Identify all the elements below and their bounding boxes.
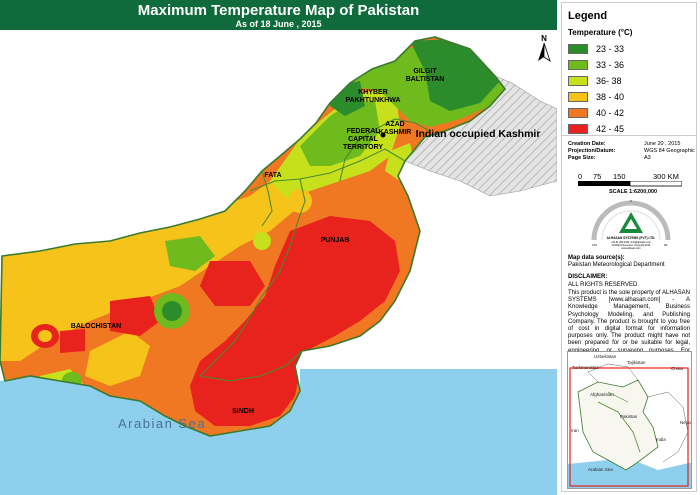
- label-federal: FEDERAL: [346, 128, 380, 135]
- legend-subtitle: Temperature (°C): [568, 28, 633, 37]
- company-logo: ALHASAN SYSTEMS (PVT) LTD. +92 51 282 04…: [591, 199, 671, 250]
- legend-item: 36- 38: [568, 75, 622, 87]
- logo-contact: +92 51 282 0449 | info@alhasan.com: [611, 241, 651, 244]
- legend-swatch: [568, 92, 588, 102]
- scale-bar: [578, 181, 682, 187]
- label-khyber: KHYBER: [358, 89, 388, 96]
- label-baltistan: BALTISTAN: [406, 76, 445, 83]
- dial-tick-0: 0: [630, 199, 632, 203]
- inset-label-turkmenistan: Turkmenistan: [572, 365, 600, 370]
- capital-marker: [380, 132, 386, 138]
- temperature-map: GILGIT BALTISTAN KHYBER PAKHTUNKHWA AZAD…: [0, 31, 557, 495]
- label-pakhtunkhwa: PAKHTUNKHWA: [345, 97, 400, 104]
- dial-tick-270: 270: [592, 243, 597, 247]
- projection: WGS 84 Geographic: [644, 148, 695, 154]
- inset-label-uzbekistan: Uzbekistan: [594, 354, 617, 359]
- page-size: A3: [644, 155, 651, 161]
- scale-tick-150: 150: [613, 172, 626, 181]
- label-kashmir: KASHMIR: [379, 129, 412, 136]
- legend-item: 38 - 40: [568, 91, 624, 103]
- legend-label: 42 - 45: [596, 124, 625, 134]
- legend-swatch: [568, 44, 588, 54]
- map-subtitle: As of 18 June , 2015: [235, 19, 322, 29]
- legend-swatch: [568, 108, 588, 118]
- label-territory: TERRITORY: [343, 144, 383, 151]
- inset-label-india: India: [656, 437, 666, 442]
- label-azad: AZAD: [385, 121, 404, 128]
- logo-company: ALHASAN SYSTEMS (PVT) LTD.: [607, 236, 656, 240]
- logo-site: www.alhasan.com: [621, 247, 640, 250]
- projection-label: Projection/Datum:: [568, 148, 616, 154]
- disclaimer-subtitle: ALL RIGHTS RESERVED: [568, 282, 638, 288]
- logo-rights: All Rights Reserved. Copyright 2015: [612, 244, 651, 247]
- legend-swatch: [568, 76, 588, 86]
- source-value: Pakistan Meteorological Department: [568, 262, 665, 268]
- scale-tick-300: 300 KM: [653, 172, 679, 181]
- scale-tick-0: 0: [578, 172, 583, 181]
- legend-swatch: [568, 124, 588, 134]
- legend-item: 23 - 33: [568, 43, 624, 55]
- label-fata: FATA: [264, 172, 281, 179]
- inset-label-china: China: [671, 366, 683, 371]
- legend-swatch: [568, 60, 588, 70]
- province-borders: [199, 118, 431, 382]
- scale-ratio: SCALE 1:6200,000: [609, 189, 657, 195]
- legend-title: Legend: [568, 10, 608, 22]
- inset-label-tajikistan: Tajikistan: [627, 360, 646, 365]
- legend-panel: Legend Temperature (°C) 23 - 33 33 - 36 36…: [562, 3, 696, 136]
- label-arabian-sea: Arabian Sea: [118, 416, 206, 431]
- map-title: Maximum Temperature Map of Pakistan: [137, 2, 420, 19]
- label-punjab: PUNJAB: [321, 237, 350, 244]
- label-gilgit: GILGIT: [413, 68, 437, 75]
- inset-map: Uzbekistan Tajikistan Turkmenistan China…: [567, 351, 692, 489]
- legend-label: 33 - 36: [596, 60, 625, 70]
- north-label: N: [541, 34, 547, 43]
- label-capital: CAPITAL: [348, 136, 379, 143]
- page-size-label: Page Size:: [568, 155, 596, 161]
- label-indian-kashmir: Indian occupied Kashmir: [416, 128, 541, 140]
- inset-label-iran: Iran: [571, 428, 579, 433]
- legend-item: 33 - 36: [568, 59, 624, 71]
- scale-tick-75: 75: [593, 172, 602, 181]
- region-labels: GILGIT BALTISTAN KHYBER PAKHTUNKHWA AZAD…: [71, 68, 541, 431]
- dial-tick-90: 90: [664, 243, 668, 247]
- legend-item: 42 - 45: [568, 123, 624, 135]
- source-title: Map data source(s):: [568, 255, 625, 261]
- legend-label: 23 - 33: [596, 44, 625, 54]
- creation-date: June 20 , 2015: [644, 141, 681, 147]
- inset-map-drawing: [568, 352, 691, 488]
- inset-label-sea: Arabian Sea: [588, 467, 613, 472]
- creation-date-label: Creation Date:: [568, 141, 606, 147]
- north-arrow-icon: N: [538, 34, 551, 62]
- label-balochistan: BALOCHISTAN: [71, 323, 121, 330]
- inset-label-pakistan: Pakistan: [620, 414, 638, 419]
- legend-label: 38 - 40: [596, 92, 625, 102]
- legend-label: 40 - 42: [596, 108, 625, 118]
- legend-item: 40 - 42: [568, 107, 624, 119]
- label-sindh: SINDH: [232, 408, 254, 415]
- sidebar: Legend Temperature (°C) 23 - 33 33 - 36 36…: [561, 2, 697, 492]
- inset-label-nepal: Nepal: [680, 420, 692, 425]
- disclaimer-title: DISCLAIMER:: [568, 274, 608, 280]
- inset-label-afghanistan: Afghanistan: [590, 392, 614, 397]
- title-bar: Maximum Temperature Map of Pakistan As o…: [0, 0, 557, 30]
- legend-label: 36- 38: [596, 76, 622, 86]
